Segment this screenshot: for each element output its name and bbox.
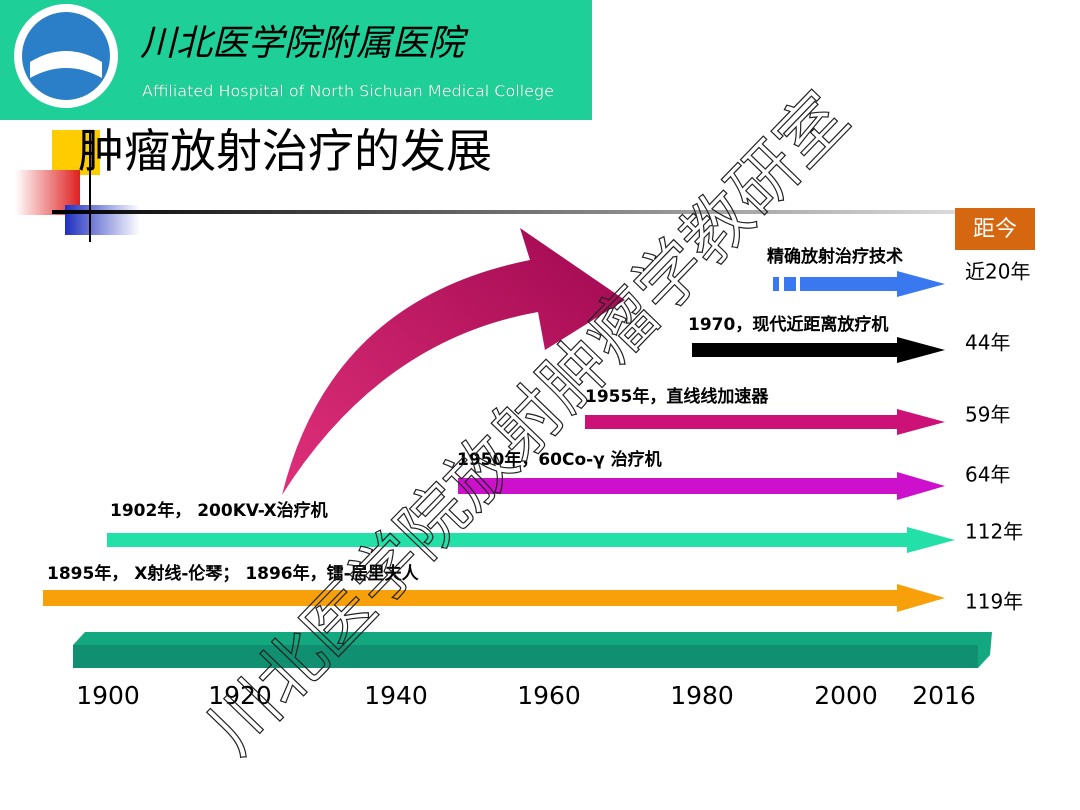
event-arrow bbox=[458, 472, 945, 500]
deco bbox=[65, 205, 140, 235]
year-label: 1940 bbox=[364, 681, 428, 710]
event-arrow bbox=[692, 337, 945, 363]
year-label: 1980 bbox=[670, 681, 734, 710]
event-ago: 59年 bbox=[965, 403, 1010, 427]
event-label: 1970，现代近距离放疗机 bbox=[688, 314, 888, 335]
years: 1900 1920 1940 1960 1980 2000 2016 bbox=[76, 681, 976, 710]
event-label: 精确放射治疗技术 bbox=[767, 246, 903, 267]
timeline-bar-front bbox=[73, 645, 978, 668]
deco bbox=[52, 130, 100, 175]
event-label: 1902年， 200KV-X治疗机 bbox=[110, 500, 328, 521]
event-ago: 近20年 bbox=[965, 260, 1030, 284]
event-arrow bbox=[800, 271, 945, 297]
event-arrow bbox=[43, 584, 945, 612]
hospital-name: 川北医学院附属医院 bbox=[140, 23, 469, 64]
big-arrow bbox=[282, 228, 625, 495]
event-ago: 112年 bbox=[965, 520, 1023, 544]
event-ago: 119年 bbox=[965, 590, 1023, 614]
event-arrow-dash bbox=[784, 277, 796, 291]
logo-wave bbox=[30, 51, 102, 78]
year-label: 2016 bbox=[912, 681, 976, 710]
ago-header: 距今 bbox=[973, 217, 1017, 242]
year-label: 1920 bbox=[208, 681, 272, 710]
ago-header-box bbox=[955, 208, 1035, 250]
event-label: 1895年， X射线-伦琴； 1896年，镭-居里夫人 bbox=[47, 563, 420, 584]
event-arrow-dash bbox=[773, 277, 779, 291]
event-arrow bbox=[585, 409, 945, 435]
title-underline bbox=[52, 210, 1035, 214]
event-arrow bbox=[107, 527, 955, 553]
hospital-english: Affiliated Hospital of North Sichuan Med… bbox=[142, 82, 554, 101]
year-label: 1960 bbox=[517, 681, 581, 710]
event-ago: 64年 bbox=[965, 463, 1010, 487]
event-ago: 44年 bbox=[965, 331, 1010, 355]
event-label: 1955年，直线线加速器 bbox=[585, 386, 769, 407]
year-label: 2000 bbox=[814, 681, 878, 710]
event-label: 1950年，60Co-γ 治疗机 bbox=[457, 449, 662, 470]
title: 肿瘤放射治疗的发展 bbox=[78, 124, 492, 178]
year-label: 1900 bbox=[76, 681, 140, 710]
